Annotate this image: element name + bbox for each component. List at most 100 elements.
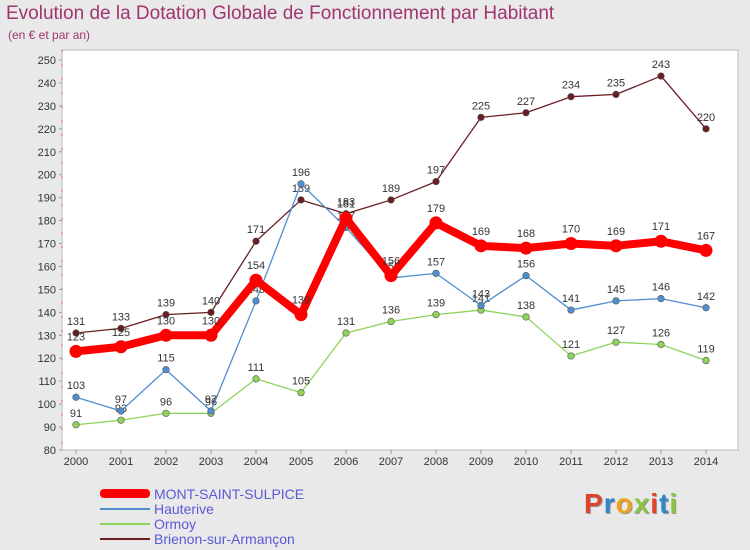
logo-letter: t xyxy=(659,488,670,519)
x-tick-label: 2005 xyxy=(289,456,313,468)
y-tick-label: 120 xyxy=(38,353,56,365)
data-label: 154 xyxy=(247,260,265,272)
data-point xyxy=(657,72,665,80)
data-point xyxy=(294,308,308,322)
x-tick-label: 2007 xyxy=(379,456,403,468)
data-label: 234 xyxy=(562,80,580,92)
data-point xyxy=(69,344,83,358)
data-label: 143 xyxy=(472,288,490,300)
data-point xyxy=(609,239,623,253)
legend-label: Brienon-sur-Armançon xyxy=(154,530,295,547)
data-label: 131 xyxy=(337,316,355,328)
data-point xyxy=(297,196,305,204)
logo-letter: i xyxy=(669,488,679,519)
data-point xyxy=(657,340,665,349)
data-label: 119 xyxy=(697,344,715,356)
data-point xyxy=(252,237,260,245)
y-tick-label: 220 xyxy=(38,124,56,136)
logo-letter: r xyxy=(603,488,616,519)
data-label: 169 xyxy=(472,226,490,238)
legend-item-brienon: Brienon-sur-Armançon xyxy=(100,530,304,547)
legend-item-mont-saint-sulpice: MONT-SAINT-SULPICE xyxy=(100,485,305,502)
data-label: 227 xyxy=(517,96,535,108)
y-tick-label: 110 xyxy=(38,376,56,388)
logo-letter: o xyxy=(615,488,634,519)
data-label: 189 xyxy=(292,183,310,195)
data-point xyxy=(702,304,710,312)
data-point xyxy=(207,308,215,316)
x-tick-label: 2011 xyxy=(559,456,583,468)
data-label: 91 xyxy=(70,408,82,420)
data-point xyxy=(117,407,125,415)
data-point xyxy=(387,317,395,326)
data-label: 123 xyxy=(67,331,85,343)
data-point xyxy=(162,311,170,319)
chart-subtitle: (en € et par an) xyxy=(8,28,91,42)
data-point xyxy=(432,177,440,186)
data-point xyxy=(297,180,305,188)
x-tick-label: 2009 xyxy=(469,456,493,468)
legend-label: MONT-SAINT-SULPICE xyxy=(154,485,305,502)
x-tick-label: 2008 xyxy=(424,456,448,468)
data-label: 139 xyxy=(427,298,445,310)
data-point xyxy=(699,243,713,257)
data-point xyxy=(474,239,488,253)
data-point xyxy=(429,216,443,230)
y-tick-label: 130 xyxy=(38,330,56,342)
data-label: 131 xyxy=(67,316,85,328)
data-label: 156 xyxy=(382,256,400,268)
data-label: 146 xyxy=(652,282,670,294)
data-label: 126 xyxy=(652,327,670,339)
data-point xyxy=(612,297,620,305)
data-label: 235 xyxy=(607,77,625,89)
data-point xyxy=(252,375,260,383)
y-tick-label: 190 xyxy=(38,193,56,205)
data-point xyxy=(702,125,710,133)
data-label: 97 xyxy=(115,394,127,406)
data-label: 157 xyxy=(427,256,445,268)
legend-item-hauterive: Hauterive xyxy=(100,501,304,517)
plot-area xyxy=(61,49,739,451)
data-label: 197 xyxy=(427,165,445,177)
data-point xyxy=(477,113,485,121)
y-tick-label: 200 xyxy=(38,170,56,182)
data-point xyxy=(72,421,80,429)
data-point xyxy=(342,329,350,337)
data-point xyxy=(339,211,353,225)
data-label: 105 xyxy=(292,376,310,388)
legend: MONT-SAINT-SULPICE Hauterive Ormoy Brien… xyxy=(100,485,305,547)
data-label: 168 xyxy=(517,228,535,240)
data-label: 243 xyxy=(652,59,670,71)
x-tick-label: 2000 xyxy=(64,456,88,468)
data-label: 130 xyxy=(202,315,220,327)
data-label: 181 xyxy=(337,198,355,210)
data-label: 121 xyxy=(562,339,580,351)
data-label: 171 xyxy=(652,221,670,233)
x-tick-label: 2010 xyxy=(514,456,538,468)
legend-swatch xyxy=(100,489,150,498)
x-tick-label: 2003 xyxy=(199,456,223,468)
legend-swatch xyxy=(100,507,150,510)
data-point xyxy=(117,416,125,424)
y-tick-label: 100 xyxy=(38,399,56,411)
data-point xyxy=(522,272,530,280)
data-label: 125 xyxy=(112,327,130,339)
data-point xyxy=(117,324,125,333)
data-point xyxy=(564,237,578,251)
data-label: 138 xyxy=(517,300,535,312)
data-point xyxy=(387,196,395,204)
data-label: 130 xyxy=(157,315,175,327)
data-label: 169 xyxy=(607,226,625,238)
data-point xyxy=(612,90,620,99)
data-label: 171 xyxy=(247,224,265,236)
data-label: 170 xyxy=(562,224,580,236)
data-point xyxy=(477,301,485,310)
x-tick-label: 2014 xyxy=(694,456,718,468)
data-label: 196 xyxy=(292,167,310,179)
data-point xyxy=(72,393,80,401)
data-label: 96 xyxy=(205,396,217,408)
data-point xyxy=(384,269,398,283)
data-label: 225 xyxy=(472,100,490,112)
data-point xyxy=(162,366,170,374)
data-point xyxy=(204,328,218,342)
